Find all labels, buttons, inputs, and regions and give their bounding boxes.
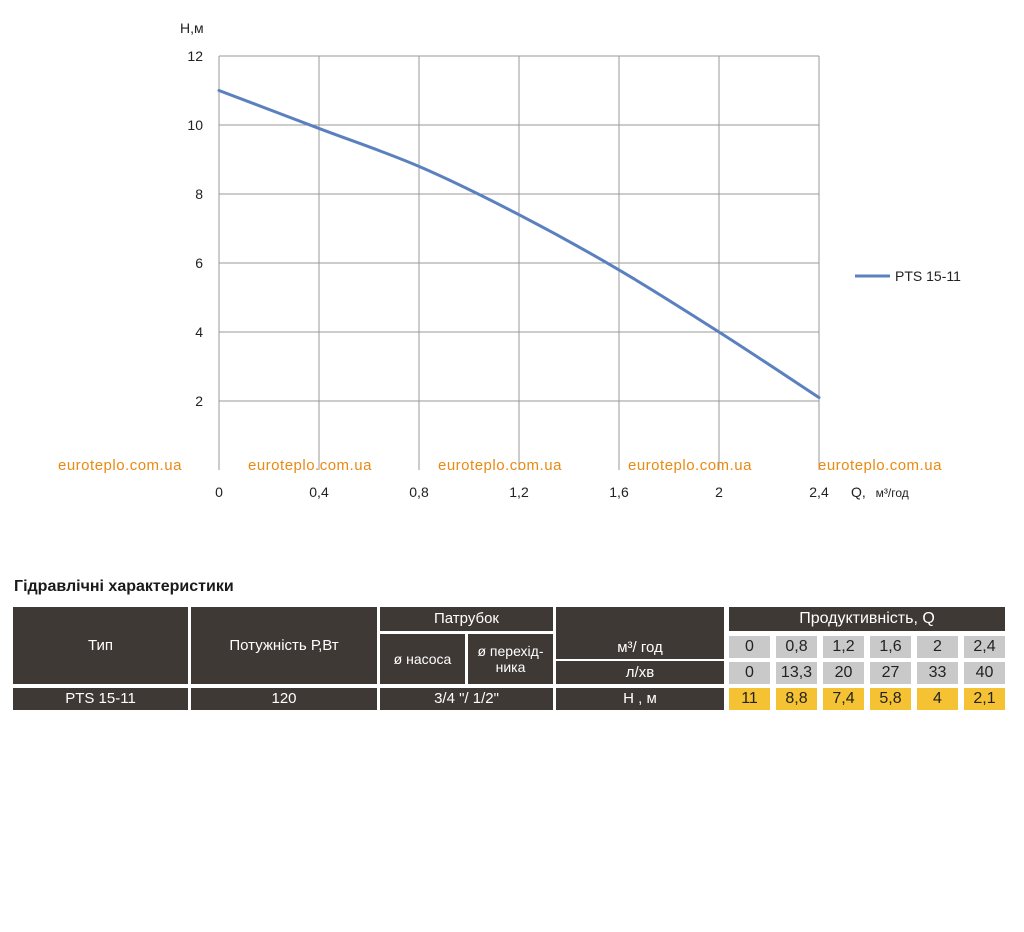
table-title: Гідравлічні характеристики <box>14 578 234 595</box>
head-cell: 8,8 <box>776 688 817 710</box>
x-tick-label: 2,4 <box>809 484 829 500</box>
y-tick-label: 2 <box>195 393 203 409</box>
x-tick-label: 0,4 <box>309 484 329 500</box>
q-m3-cell: 1,6 <box>870 636 911 658</box>
legend: PTS 15-11 <box>855 268 961 284</box>
x-tick-labels: 0 0,4 0,8 1,2 1,6 2 2,4 <box>215 484 829 500</box>
q-m3-cell: 1,2 <box>823 636 864 658</box>
watermark: euroteplo.com.ua <box>248 457 372 474</box>
x-tick-label: 0,8 <box>409 484 429 500</box>
y-tick-label: 8 <box>195 186 203 202</box>
header-unit-m3h: м³/ год <box>556 607 724 659</box>
watermark: euroteplo.com.ua <box>58 457 182 474</box>
q-m3-cell: 2 <box>917 636 958 658</box>
head-cell: 11 <box>729 688 770 710</box>
x-axis-label: Q, м³/год <box>851 484 909 500</box>
header-adapter-diameter: ø перехід- ника <box>468 634 553 684</box>
x-tick-label: 2 <box>715 484 723 500</box>
x-tick-label: 1,6 <box>609 484 629 500</box>
q-lmin-cell: 20 <box>823 662 864 684</box>
watermark: euroteplo.com.ua <box>438 457 562 474</box>
y-tick-label: 10 <box>187 117 203 133</box>
pump-curve-chart: 2 4 6 8 10 12 0 0,4 0,8 1,2 1,6 2 2,4 H,м Q, м³/год… <box>58 20 961 500</box>
x-tick-label: 0 <box>215 484 223 500</box>
y-axis-label: H,м <box>180 20 204 36</box>
head-cell: 2,1 <box>964 688 1005 710</box>
head-cell: 5,8 <box>870 688 911 710</box>
head-cell: 4 <box>917 688 958 710</box>
q-lmin-cell: 40 <box>964 662 1005 684</box>
watermark: euroteplo.com.ua <box>628 457 752 474</box>
header-nozzle: Патрубок <box>380 607 553 631</box>
row-type: PTS 15-11 <box>13 688 188 710</box>
row-unit-h: Н , м <box>556 688 724 710</box>
header-unit-lmin: л/хв <box>556 661 724 684</box>
q-lmin-cell: 13,3 <box>776 662 817 684</box>
y-tick-labels: 2 4 6 8 10 12 <box>187 48 203 409</box>
header-adapter-line1: ø перехід- <box>477 643 544 659</box>
header-power: Потужність Р,Вт <box>191 607 377 684</box>
row-nozzle: 3/4 "/ 1/2" <box>380 688 553 710</box>
row-power: 120 <box>191 688 377 710</box>
x-axis-label-unit: м³/год <box>876 486 909 500</box>
q-lmin-cell: 27 <box>870 662 911 684</box>
watermarks: euroteplo.com.ua euroteplo.com.ua eurote… <box>58 457 942 474</box>
q-m3-cell: 0 <box>729 636 770 658</box>
head-cell: 7,4 <box>823 688 864 710</box>
series-line <box>217 89 821 400</box>
series-group <box>217 89 821 400</box>
header-pump-diameter: ø насоса <box>380 634 465 684</box>
q-m3-cell: 0,8 <box>776 636 817 658</box>
y-tick-label: 12 <box>187 48 203 64</box>
header-adapter-line2: ника <box>495 659 526 675</box>
q-lmin-cell: 33 <box>917 662 958 684</box>
header-productivity: Продуктивність, Q <box>729 607 1005 631</box>
q-lmin-cell: 0 <box>729 662 770 684</box>
x-tick-label: 1,2 <box>509 484 529 500</box>
legend-label: PTS 15-11 <box>895 268 961 284</box>
y-tick-label: 4 <box>195 324 203 340</box>
x-axis-label-prefix: Q, <box>851 484 866 500</box>
watermark: euroteplo.com.ua <box>818 457 942 474</box>
grid-lines <box>218 55 820 470</box>
header-type: Тип <box>13 607 188 684</box>
q-m3-cell: 2,4 <box>964 636 1005 658</box>
y-tick-label: 6 <box>195 255 203 271</box>
